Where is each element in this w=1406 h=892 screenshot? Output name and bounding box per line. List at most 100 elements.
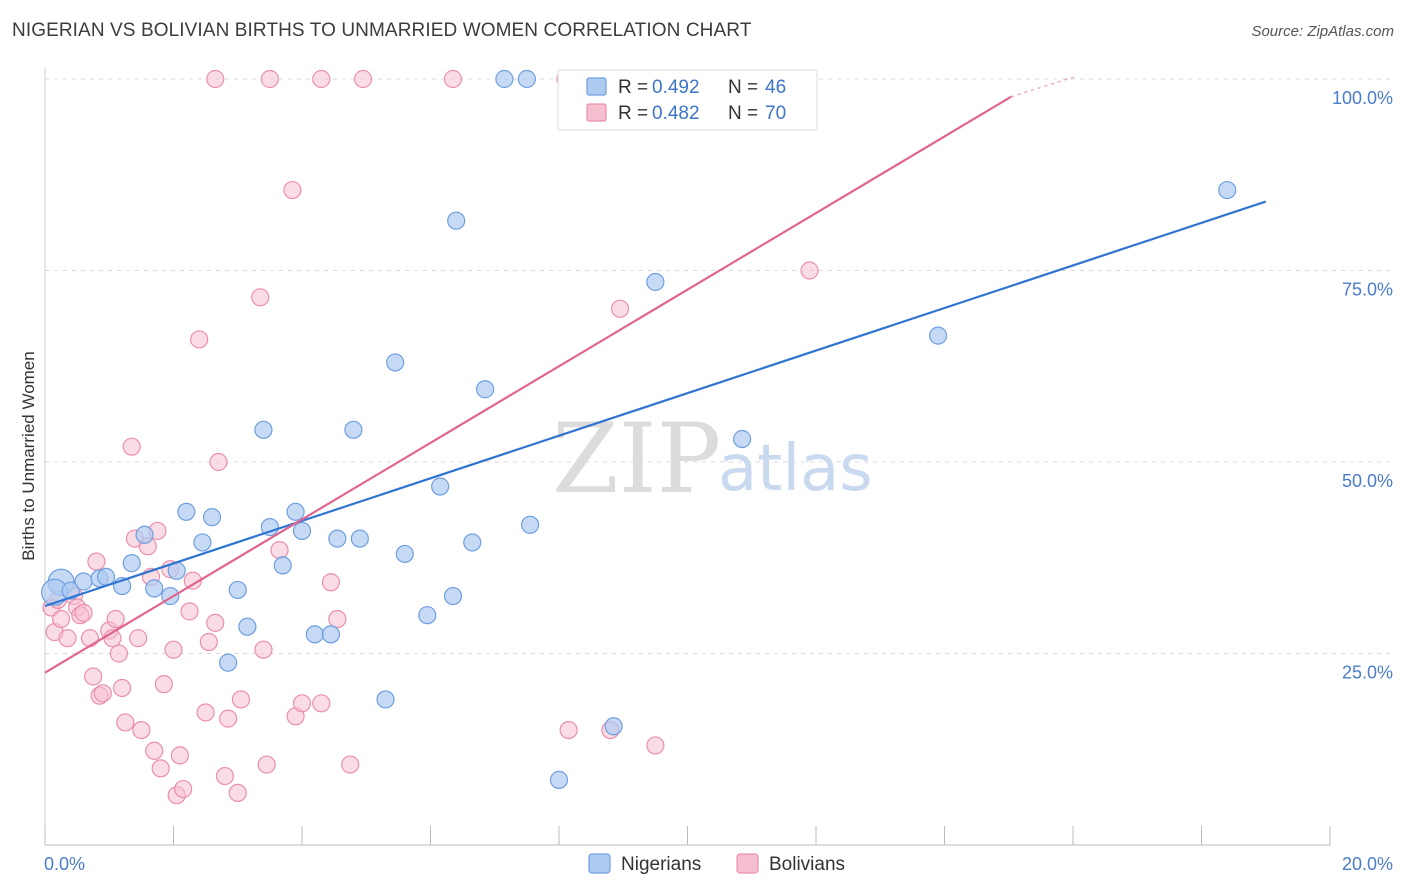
- nigerian-point-34: [447, 211, 466, 230]
- legend-n-label-nigerians: N =: [728, 77, 758, 98]
- legend-bottom-label-nigerians: Nigerians: [621, 854, 701, 875]
- bolivian-point-11: [87, 552, 106, 571]
- bolivian-point-31: [164, 640, 183, 659]
- bolivian-point-8: [74, 603, 93, 623]
- bolivian-point-48: [257, 755, 276, 774]
- nigerian-point-45: [1218, 180, 1237, 200]
- watermark: ZIP atlas: [552, 403, 873, 515]
- bolivian-point-60: [353, 69, 373, 89]
- bolivian-point-28: [151, 759, 170, 778]
- nigerian-point-9: [145, 579, 164, 598]
- bolivian-point-33: [170, 746, 190, 765]
- x-tick-label-max: 20.0%: [1342, 854, 1393, 874]
- bolivian-point-37: [190, 330, 209, 349]
- y-tick-labels: 25.0% 50.0% 75.0% 100.0%: [1332, 88, 1393, 683]
- nigerian-point-23: [305, 625, 324, 644]
- nigerian-point-35: [463, 533, 482, 552]
- bolivian-point-47: [254, 640, 273, 659]
- watermark-zip: ZIP: [552, 403, 721, 515]
- bolivian-point-43: [219, 709, 238, 728]
- legend-bottom: Nigerians Bolivians: [588, 853, 845, 875]
- nigerian-point-19: [260, 518, 279, 537]
- nigerian-point-20: [273, 556, 292, 575]
- bolivian-point-3: [51, 609, 71, 629]
- x-tick-labels: 0.0% 20.0%: [44, 854, 1393, 874]
- bolivian-point-4: [58, 629, 77, 648]
- bolivian-point-49: [270, 540, 289, 560]
- nigerian-point-18: [254, 420, 273, 439]
- nigerian-point-42: [646, 272, 665, 292]
- nigerian-point-31: [418, 606, 437, 625]
- legend-bottom-label-bolivians: Bolivians: [769, 854, 845, 875]
- legend-r-label-nigerians: R =: [618, 77, 648, 98]
- bolivian-point-53: [312, 694, 331, 713]
- bolivian-point-17: [109, 644, 128, 663]
- legend-bottom-swatch-nigerians: [588, 853, 611, 874]
- legend-swatch-bolivians: [586, 103, 607, 122]
- legend-swatch-nigerians: [586, 77, 607, 96]
- bolivian-point-63: [559, 720, 578, 740]
- nigerian-point-30: [395, 544, 414, 564]
- bolivian-point-66: [646, 736, 665, 755]
- bolivian-point-56: [341, 755, 360, 774]
- bolivian-point-9: [80, 629, 100, 648]
- bolivian-point-58: [260, 69, 279, 89]
- bolivian-point-45: [231, 690, 251, 709]
- legend-n-value-nigerians: 46: [765, 77, 786, 98]
- legend-n-value-bolivians: 70: [765, 103, 786, 124]
- legend-top: R = 0.492 N = 46 R = 0.482 N = 70: [557, 69, 818, 131]
- bolivian-point-35: [180, 602, 199, 621]
- bolivian-point-44: [228, 783, 247, 803]
- axes: [44, 68, 1331, 846]
- bolivian-point-59: [312, 69, 331, 89]
- bolivian-point-54: [321, 573, 341, 592]
- nigerian-point-33: [443, 586, 463, 606]
- nigerian-point-15: [219, 653, 238, 672]
- y-tick-label-25: 25.0%: [1342, 663, 1393, 683]
- bolivian-point-23: [132, 720, 151, 740]
- nigerian-trend-line: [44, 200, 1267, 608]
- nigerian-point-14: [202, 508, 222, 527]
- nigerian-point-22: [292, 521, 312, 541]
- nigerian-point-13: [193, 533, 212, 552]
- nigerian-point-29: [386, 353, 405, 372]
- bolivian-point-26: [145, 741, 164, 760]
- trend-lines: [44, 76, 1267, 674]
- bolivian-point-10: [84, 667, 103, 686]
- bolivian-point-16: [106, 609, 125, 629]
- nigerian-point-37: [495, 69, 514, 89]
- bolivian-point-13: [93, 684, 112, 703]
- nigerian-point-40: [549, 770, 569, 789]
- chart-source: Source: ZipAtlas.com: [1251, 23, 1394, 40]
- nigerian-point-25: [328, 529, 347, 548]
- nigerian-point-26: [344, 420, 363, 439]
- y-tick-label-100: 100.0%: [1332, 88, 1393, 108]
- bolivian-point-39: [199, 632, 218, 652]
- nigerian-point-7: [122, 554, 141, 573]
- nigerian-point-28: [376, 690, 395, 709]
- bolivian-point-65: [610, 299, 630, 318]
- nigerian-point-36: [476, 380, 495, 399]
- bolivian-point-41: [209, 452, 228, 472]
- nigerian-point-32: [431, 477, 450, 496]
- nigerian-point-39: [520, 515, 540, 534]
- nigerian-point-12: [177, 502, 196, 521]
- nigerian-point-27: [350, 529, 369, 548]
- bolivian-point-42: [215, 766, 234, 786]
- legend-bottom-swatch-bolivians: [736, 853, 759, 874]
- bolivian-point-29: [154, 675, 173, 694]
- nigerian-point-3: [74, 572, 93, 591]
- bolivian-point-69: [800, 261, 819, 280]
- bolivian-point-46: [251, 288, 270, 307]
- nigerian-point-38: [517, 69, 536, 89]
- bolivian-trend-line: [44, 95, 1012, 674]
- bolivian-point-22: [129, 629, 148, 648]
- bolivian-point-40: [206, 613, 225, 632]
- bolivian-point-20: [122, 437, 141, 456]
- bolivian-point-52: [292, 694, 312, 713]
- bolivian-point-18: [112, 678, 132, 698]
- bolivian-point-55: [328, 609, 347, 629]
- nigerian-point-41: [604, 717, 623, 736]
- bolivian-point-50: [283, 180, 302, 200]
